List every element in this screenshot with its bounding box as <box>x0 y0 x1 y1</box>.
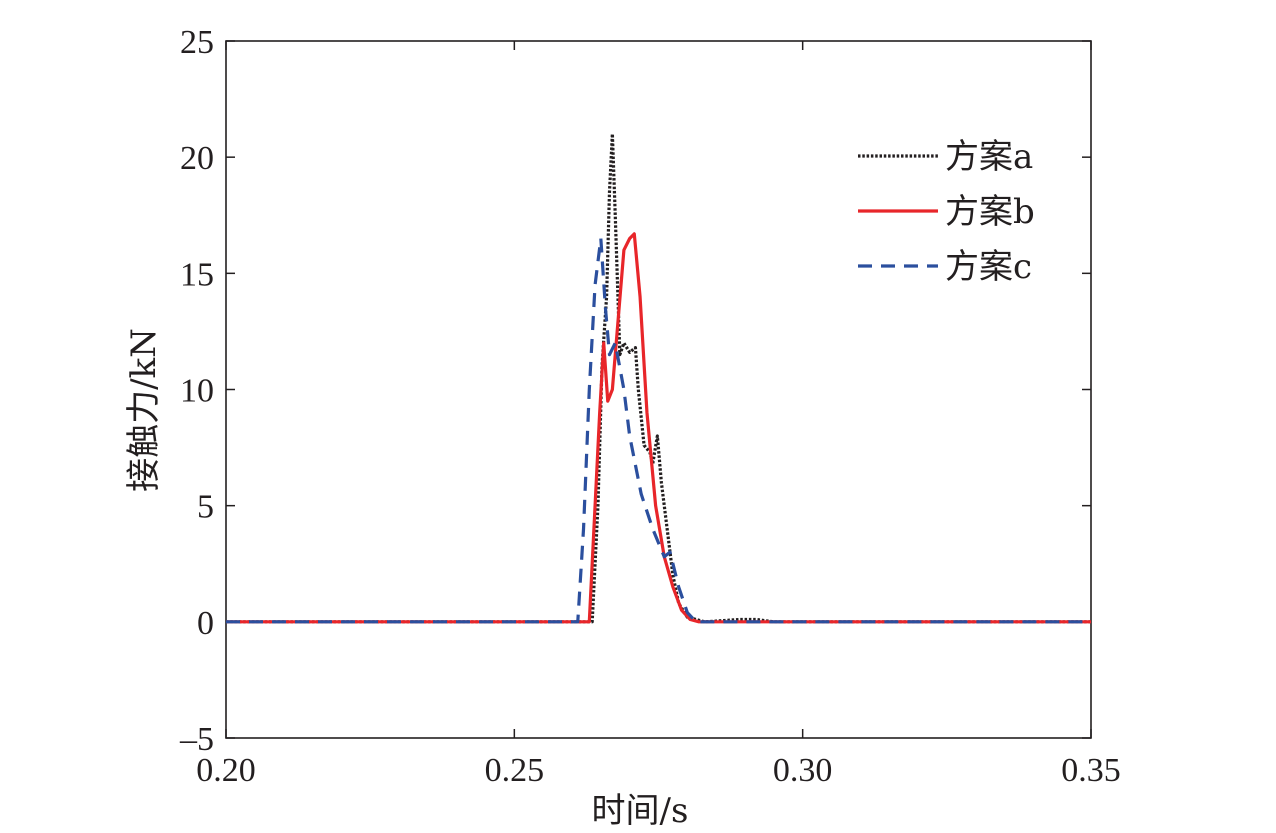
series-line-2 <box>226 232 1091 624</box>
x-tick-label: 0.25 <box>485 752 545 789</box>
x-tick-label: 0.35 <box>1061 752 1121 789</box>
y-tick-label: 5 <box>197 489 214 526</box>
y-tick-label: 0 <box>197 605 214 642</box>
y-tick-label: 20 <box>180 140 214 177</box>
tick-labels: 0.20 0.25 0.30 0.35 –5 0 5 10 15 20 25 <box>179 24 1121 789</box>
y-tick-label: 15 <box>180 256 214 293</box>
y-tick-label: 25 <box>180 24 214 61</box>
series-lines <box>226 132 1091 624</box>
x-tick-label: 0.30 <box>773 752 833 789</box>
y-tick-label: 10 <box>180 373 214 410</box>
legend-label-3: 方案c <box>945 247 1032 287</box>
legend: 方案a 方案b 方案c <box>858 137 1035 287</box>
x-tick-label: 0.20 <box>196 752 256 789</box>
y-axis-label: 接触力/kN <box>124 328 164 492</box>
legend-label-2: 方案b <box>945 192 1035 232</box>
x-axis-label: 时间/s <box>592 791 689 831</box>
y-tick-label: –5 <box>179 721 214 758</box>
legend-label-1: 方案a <box>945 137 1033 177</box>
series-line-3 <box>226 236 1091 624</box>
